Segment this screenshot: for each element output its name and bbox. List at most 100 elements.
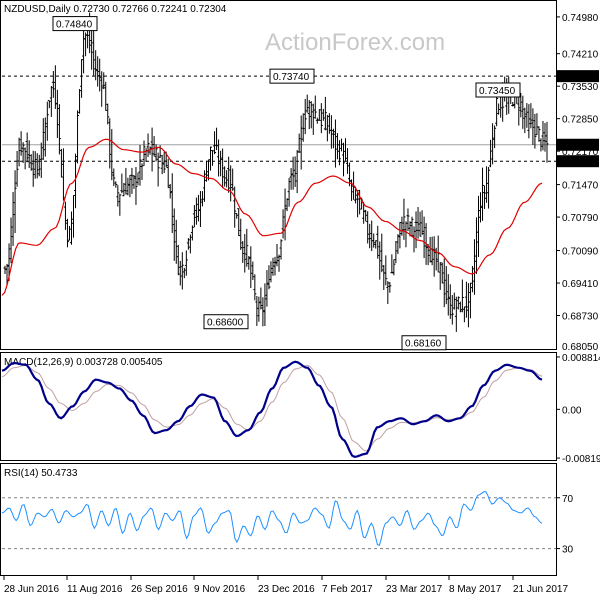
- price-bar: [116, 185, 120, 207]
- x-tick-label: 23 Dec 2016: [258, 584, 315, 595]
- price-bar: [432, 236, 436, 277]
- price-bar: [416, 207, 420, 239]
- price-bar: [372, 233, 376, 248]
- current-price-tag: 0.72304: [557, 138, 599, 152]
- price-bar: [531, 108, 535, 145]
- price-bar: [253, 274, 257, 301]
- price-tick-label: 0.70790: [562, 213, 599, 224]
- price-bar: [305, 94, 309, 113]
- price-bar: [325, 114, 329, 142]
- price-bar: [529, 103, 533, 129]
- price-bar: [114, 181, 118, 188]
- price-bar: [247, 255, 251, 270]
- price-bar: [112, 168, 116, 186]
- annotation-box: [203, 314, 249, 330]
- price-bar: [142, 140, 146, 166]
- price-bar: [281, 209, 285, 239]
- price-tick-label: 0.68050: [562, 342, 599, 353]
- macd-tick-label: 0.008814: [562, 353, 600, 364]
- price-bar: [519, 92, 523, 118]
- price-bar: [450, 295, 454, 325]
- price-bar: [156, 152, 160, 187]
- price-bar: [182, 267, 186, 279]
- price-bar: [497, 103, 501, 115]
- price-bar: [487, 166, 491, 209]
- annotation-box: [52, 16, 98, 32]
- current-price-tag-bg: [557, 138, 599, 151]
- price-tick-label: 0.73530: [562, 82, 599, 93]
- price-bar: [275, 244, 279, 267]
- macd-main-line: [1, 360, 543, 459]
- price-bar: [317, 108, 321, 121]
- price-bar: [63, 201, 67, 230]
- price-bar: [386, 281, 390, 305]
- price-bar: [35, 153, 39, 179]
- price-bar: [440, 262, 444, 284]
- level-tag-label: 0.73740: [559, 72, 596, 83]
- price-annotation: 0.74840: [52, 16, 98, 32]
- price-bar: [339, 138, 343, 152]
- rsi-line: [1, 491, 543, 546]
- price-bar: [17, 137, 21, 167]
- price-bar: [341, 142, 345, 177]
- price-bar: [160, 154, 164, 175]
- price-bar: [368, 223, 372, 249]
- price-bar: [319, 103, 323, 134]
- price-bar: [21, 142, 25, 163]
- price-bar: [521, 95, 525, 129]
- price-bar: [41, 118, 45, 160]
- price-bar: [279, 239, 283, 260]
- price-bar: [321, 108, 325, 121]
- price-bar: [180, 252, 184, 290]
- price-bar: [196, 194, 200, 222]
- price-tick-label: 0.74210: [562, 50, 599, 61]
- annotation-box: [401, 335, 447, 351]
- price-bar: [176, 244, 180, 276]
- price-bar: [178, 260, 182, 286]
- price-bar: [309, 101, 313, 129]
- price-bar: [442, 258, 446, 308]
- price-bar: [194, 197, 198, 225]
- price-bar: [539, 138, 543, 152]
- price-bar: [94, 50, 98, 81]
- price-bar: [215, 127, 219, 151]
- price-bar: [148, 146, 152, 155]
- price-bar: [289, 168, 293, 190]
- price-bar: [9, 217, 13, 264]
- price-tick-label: 0.74980: [562, 13, 599, 24]
- price-bar: [227, 156, 231, 193]
- price-bar: [297, 133, 301, 153]
- price-tick-label: 0.72850: [562, 115, 599, 126]
- price-bar: [207, 159, 211, 181]
- price-bar: [493, 125, 497, 149]
- price-bar: [418, 211, 422, 237]
- price-bar: [402, 198, 406, 240]
- price-bar: [483, 185, 487, 209]
- price-bar: [525, 103, 529, 128]
- price-bar: [374, 240, 378, 249]
- price-bar: [231, 168, 235, 191]
- price-bar: [285, 198, 289, 212]
- price-bar: [43, 117, 47, 157]
- price-bar: [124, 167, 128, 195]
- price-bar: [261, 297, 265, 327]
- price-header: NZDUSD,Daily 0.72730 0.72766 0.72241 0.7…: [4, 4, 227, 15]
- price-bar: [412, 226, 416, 253]
- annotation-label: 0.68600: [207, 318, 244, 329]
- price-bar: [118, 193, 122, 216]
- price-bar: [221, 148, 225, 189]
- price-bar: [472, 239, 476, 295]
- price-bar: [136, 172, 140, 186]
- price-bar: [456, 296, 460, 310]
- level-tag: 0.73740: [557, 70, 599, 83]
- price-bar: [217, 139, 221, 177]
- price-bar: [49, 85, 53, 117]
- price-bar: [495, 96, 499, 127]
- price-bar: [120, 173, 124, 194]
- macd-panel-frame: [0, 352, 557, 461]
- price-bar: [55, 89, 59, 139]
- price-bar: [331, 128, 335, 149]
- rsi-panel-frame: [0, 463, 557, 576]
- price-bar: [299, 115, 303, 170]
- price-bar: [59, 148, 63, 178]
